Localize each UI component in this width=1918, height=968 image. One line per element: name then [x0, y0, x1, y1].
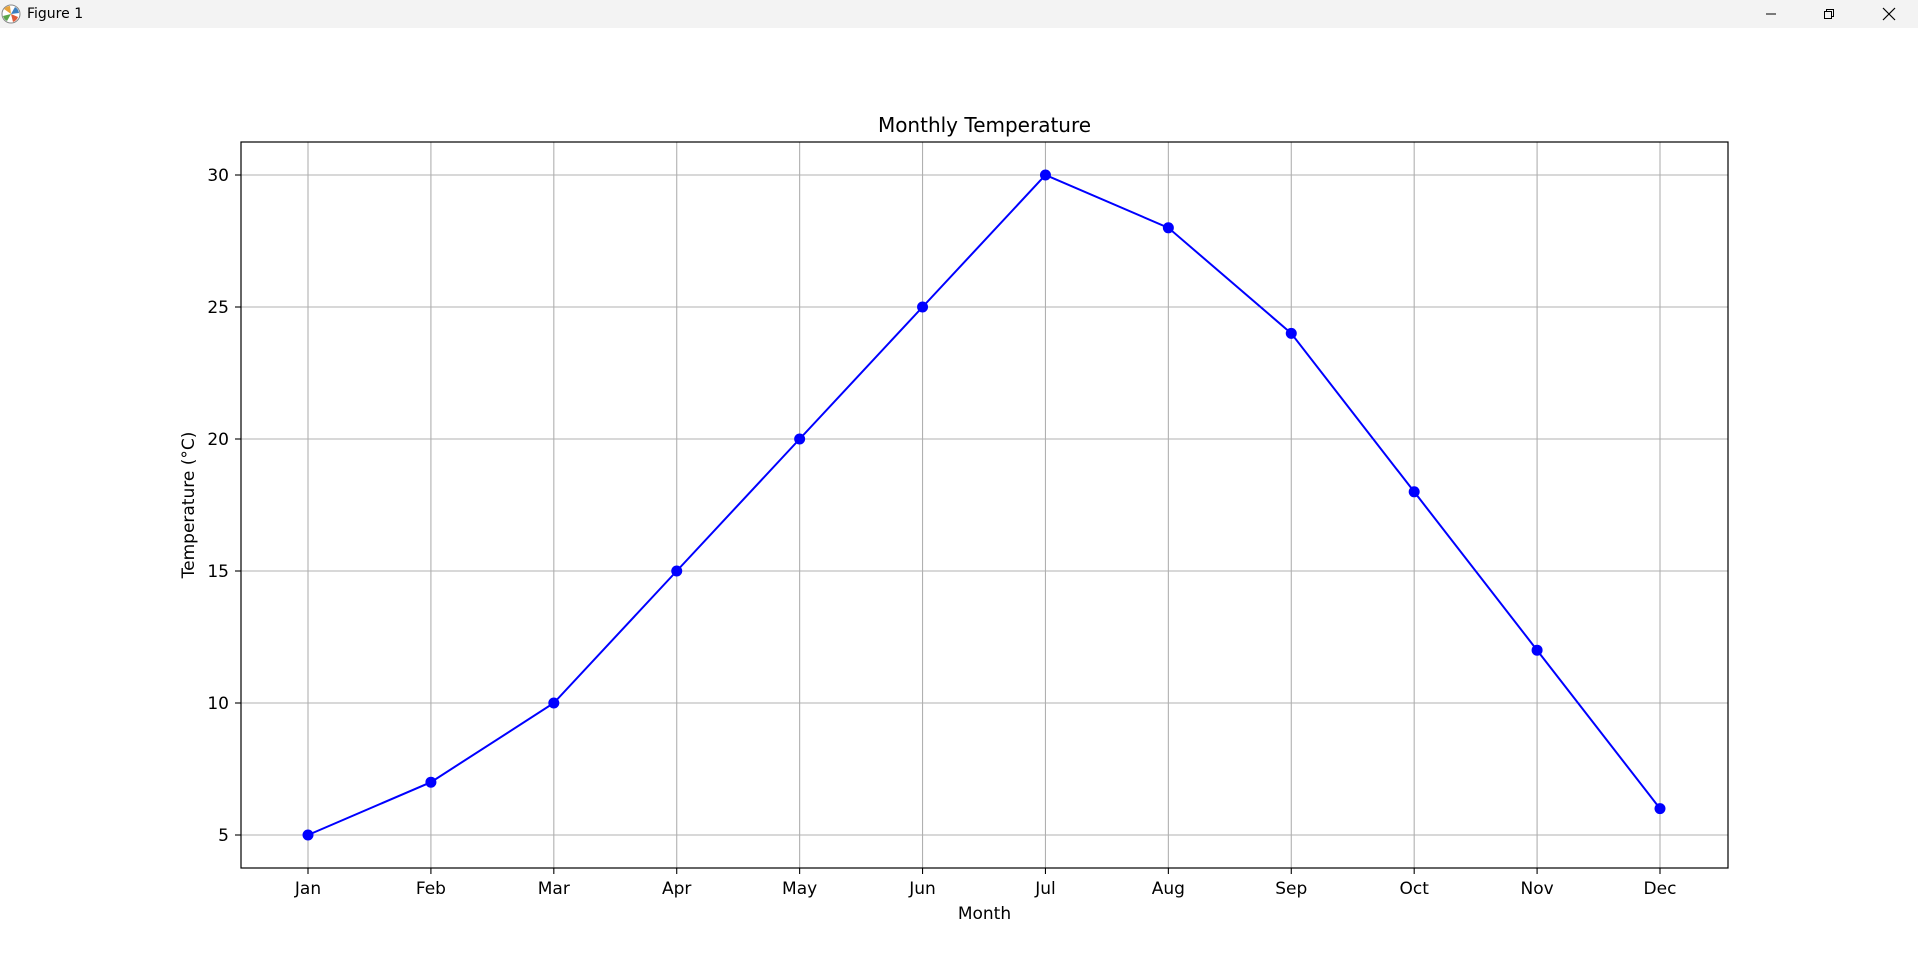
- x-tick-label: May: [782, 879, 817, 899]
- minimize-icon: [1765, 8, 1777, 20]
- data-line-layer: [307, 173, 1661, 836]
- chart-title: Monthly Temperature: [878, 113, 1091, 137]
- data-point-nov: [1531, 644, 1543, 656]
- x-tick-label: Apr: [662, 879, 691, 899]
- x-tick-label: Mar: [538, 879, 570, 899]
- x-axis-label: Month: [958, 904, 1011, 924]
- data-point-feb: [425, 776, 437, 788]
- close-button[interactable]: [1860, 0, 1918, 28]
- x-tick-label: Jan: [294, 879, 321, 899]
- axis-ticks: Jan Feb Mar Apr May Jun Jul Aug Sep Oct Nov Dec 5 10 1…: [207, 166, 1676, 899]
- data-point-sep: [1285, 327, 1297, 339]
- y-tick-label: 5: [218, 826, 229, 846]
- data-point-dec: [1654, 803, 1666, 815]
- minimize-button[interactable]: [1742, 0, 1800, 28]
- data-point-jul: [1039, 169, 1051, 181]
- maximize-button[interactable]: [1800, 0, 1858, 28]
- y-tick-label: 25: [207, 298, 229, 318]
- figure-canvas: Jan Feb Mar Apr May Jun Jul Aug Sep Oct Nov Dec 5 10 1…: [0, 28, 1918, 968]
- data-point-aug: [1162, 222, 1174, 234]
- x-tick-label: Dec: [1644, 879, 1677, 899]
- y-tick-label: 15: [207, 562, 229, 582]
- plot-frame: [240, 141, 1729, 869]
- matplotlib-app-icon: [1, 4, 21, 24]
- data-point-apr: [671, 565, 683, 577]
- y-tick-label: 30: [207, 166, 229, 186]
- data-marker-layer: [302, 169, 1666, 841]
- y-tick-label: 20: [207, 430, 229, 450]
- data-point-oct: [1408, 486, 1420, 498]
- x-tick-label: Aug: [1152, 879, 1185, 899]
- x-tick-label: Feb: [416, 879, 446, 899]
- line-chart: Jan Feb Mar Apr May Jun Jul Aug Sep Oct Nov Dec 5 10 1…: [179, 113, 1729, 924]
- restore-icon: [1823, 8, 1835, 20]
- y-axis-label: Temperature (°C): [179, 432, 199, 580]
- x-tick-label: Nov: [1520, 879, 1553, 899]
- title-bar[interactable]: Figure 1: [0, 0, 1918, 28]
- close-icon: [1882, 7, 1896, 21]
- grid-lines: [241, 142, 1728, 868]
- x-tick-label: Jun: [908, 879, 936, 899]
- y-tick-label: 10: [207, 694, 229, 714]
- window-title: Figure 1: [27, 6, 84, 22]
- data-point-mar: [548, 697, 560, 709]
- x-tick-label: Oct: [1399, 879, 1429, 899]
- data-point-jun: [917, 301, 929, 313]
- x-tick-label: Jul: [1034, 879, 1056, 899]
- series-line: [307, 173, 1661, 836]
- data-point-jan: [302, 829, 314, 841]
- data-point-may: [794, 433, 806, 445]
- x-tick-label: Sep: [1275, 879, 1307, 899]
